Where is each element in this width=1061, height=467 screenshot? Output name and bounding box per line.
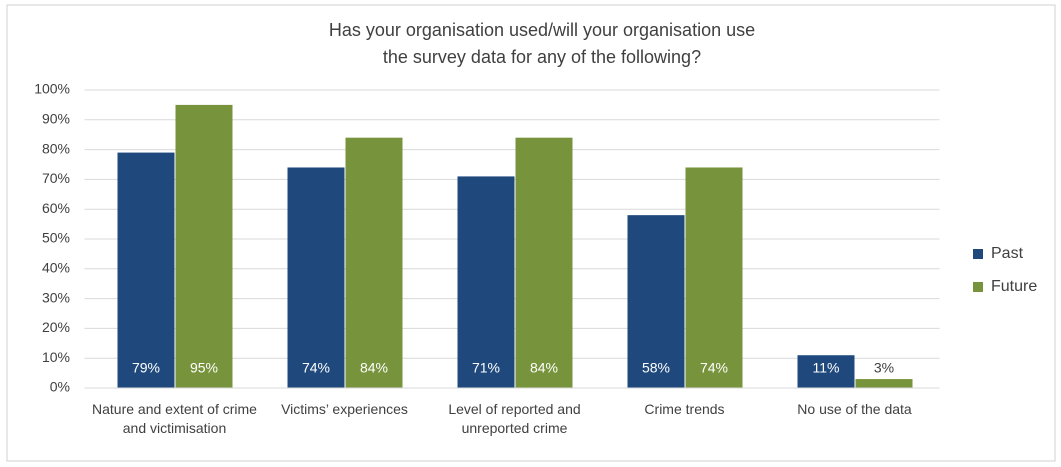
value-label: 79% — [132, 360, 160, 376]
y-tick-label: 10% — [42, 349, 70, 365]
y-tick-label: 60% — [42, 200, 70, 216]
bar — [457, 176, 515, 388]
legend-label: Future — [991, 278, 1037, 295]
x-tick-label: Victims’ experiences — [281, 401, 408, 417]
y-tick-label: 40% — [42, 260, 70, 276]
value-label: 11% — [813, 360, 840, 376]
legend-swatch — [973, 249, 983, 259]
bar — [855, 379, 913, 388]
y-tick-label: 90% — [42, 111, 70, 127]
value-label: 74% — [302, 360, 330, 376]
value-label: 58% — [642, 360, 670, 376]
value-label: 95% — [190, 360, 218, 376]
y-tick-label: 100% — [34, 81, 70, 97]
value-label: 74% — [700, 360, 728, 376]
y-tick-label: 30% — [42, 289, 70, 305]
x-tick-label: Level of reported and unreported crime — [448, 401, 581, 436]
legend-swatch — [973, 282, 983, 292]
y-tick-label: 20% — [42, 319, 70, 335]
x-tick-label: No use of the data — [797, 401, 912, 417]
bar — [627, 215, 685, 388]
bar — [797, 355, 855, 388]
value-label: 71% — [472, 360, 500, 376]
bar — [515, 137, 573, 388]
chart-border — [6, 4, 1056, 462]
chart-title: the survey data for any of the following… — [383, 47, 701, 67]
value-label: 3% — [874, 360, 894, 376]
x-tick-label: Nature and extent of crime and victimisa… — [92, 401, 257, 436]
y-tick-label: 50% — [42, 230, 70, 246]
bar — [117, 152, 175, 388]
x-tick-label: Crime trends — [644, 401, 725, 417]
value-label: 84% — [360, 360, 388, 376]
chart-title: Has your organisation used/will your org… — [329, 20, 755, 40]
bar — [175, 104, 233, 389]
bar — [685, 167, 743, 388]
y-tick-label: 70% — [42, 170, 70, 186]
y-tick-label: 0% — [50, 379, 70, 395]
value-label: 84% — [530, 360, 558, 376]
bar — [287, 167, 345, 388]
y-tick-label: 80% — [42, 140, 70, 156]
legend-label: Past — [991, 245, 1024, 262]
bar — [345, 137, 403, 388]
